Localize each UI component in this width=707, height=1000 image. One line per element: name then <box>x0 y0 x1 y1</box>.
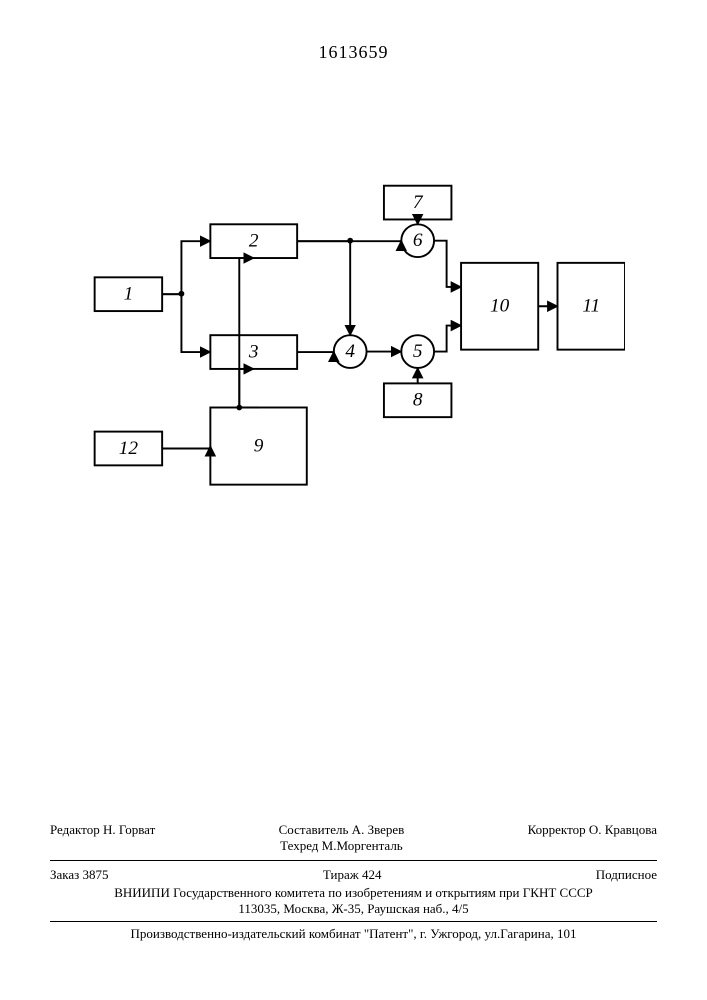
footer-row-credits: Редактор Н. Горват Составитель А. Зверев… <box>50 820 657 856</box>
block-9: 9 <box>210 408 306 485</box>
junction-dot <box>236 405 242 411</box>
block-diagram: 123789101112456 <box>85 160 625 520</box>
svg-text:1: 1 <box>124 284 134 305</box>
svg-text:4: 4 <box>345 341 355 362</box>
corrector-credit: Корректор О. Кравцова <box>528 822 657 854</box>
footer-divider-2 <box>50 921 657 922</box>
svg-text:2: 2 <box>249 231 259 252</box>
edge-n12-n9 <box>162 446 210 448</box>
svg-text:3: 3 <box>248 341 259 362</box>
subscription-label: Подписное <box>596 867 657 883</box>
edge-n9-n3 <box>239 369 258 408</box>
junction-dot <box>347 238 353 244</box>
svg-text:6: 6 <box>413 230 423 251</box>
block-3: 3 <box>210 335 297 369</box>
page: 1613659 123789101112456 Редактор Н. Горв… <box>0 0 707 1000</box>
edge-n2-n4 <box>297 241 350 335</box>
patent-number: 1613659 <box>0 42 707 63</box>
node-4: 4 <box>334 335 367 368</box>
svg-text:5: 5 <box>413 341 423 362</box>
compiler-credit: Составитель А. Зверев <box>279 822 405 838</box>
block-10: 10 <box>461 263 538 350</box>
edge-n9-n2 <box>239 258 258 407</box>
edge-n1-n3 <box>162 294 210 352</box>
edge-n5-n10 <box>434 326 461 352</box>
block-12: 12 <box>95 432 162 466</box>
edge-n1-n2 <box>162 241 210 294</box>
svg-text:9: 9 <box>254 435 264 456</box>
block-8: 8 <box>384 383 452 417</box>
block-7: 7 <box>384 186 452 220</box>
svg-text:11: 11 <box>582 296 600 317</box>
edge-n6-n10 <box>434 241 461 287</box>
junction-dot <box>179 291 185 297</box>
printing-house: Производственно-издательский комбинат "П… <box>50 926 657 942</box>
block-11: 11 <box>558 263 626 350</box>
svg-text:10: 10 <box>490 296 510 317</box>
footer-block: Редактор Н. Горват Составитель А. Зверев… <box>50 820 657 942</box>
print-run: Тираж 424 <box>323 867 382 883</box>
footer-row-print: Заказ 3875 Тираж 424 Подписное <box>50 865 657 885</box>
node-5: 5 <box>401 335 434 368</box>
order-number: Заказ 3875 <box>50 867 109 883</box>
footer-divider-1 <box>50 860 657 861</box>
block-1: 1 <box>95 277 162 311</box>
publisher-line-2: 113035, Москва, Ж-35, Раушская наб., 4/5 <box>50 901 657 917</box>
svg-text:12: 12 <box>119 438 139 459</box>
svg-text:7: 7 <box>413 192 424 213</box>
publisher-line-1: ВНИИПИ Государственного комитета по изоб… <box>50 885 657 901</box>
block-2: 2 <box>210 224 297 258</box>
techred-credit: Техред М.Моргенталь <box>279 838 405 854</box>
node-6: 6 <box>401 224 434 257</box>
editor-credit: Редактор Н. Горват <box>50 822 155 854</box>
svg-text:8: 8 <box>413 390 423 411</box>
